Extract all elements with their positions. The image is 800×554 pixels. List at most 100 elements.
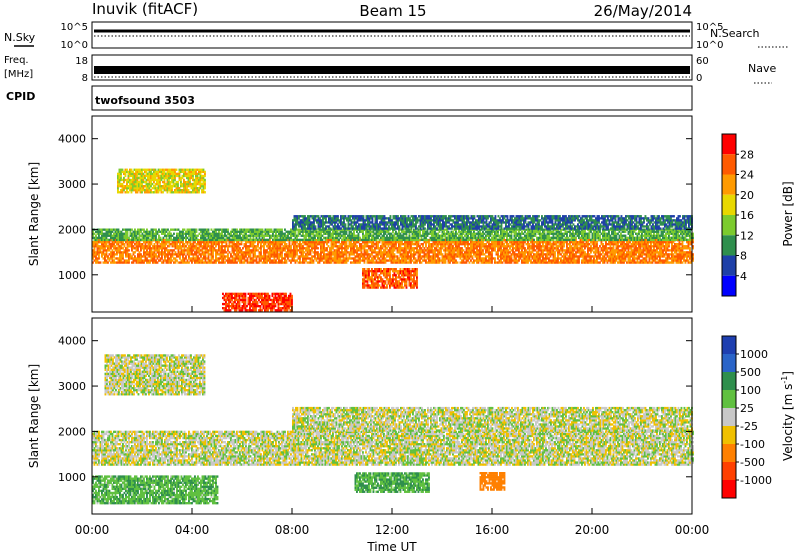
power-cell-b1 [236,228,238,231]
power-cell-b1 [281,228,283,231]
power-cell-b0 [650,247,652,250]
power-cell-b0 [192,249,195,252]
power-cell-b0 [248,261,250,264]
power-cell-b0 [236,241,238,244]
power-cell-b0 [101,243,103,246]
power-cell-b0 [96,243,99,246]
power-cell-b0 [336,257,339,260]
power-cell-b0 [500,251,502,254]
power-cell-b0 [221,257,223,260]
power-cell-b0 [428,255,430,258]
power-cell-b0 [320,243,322,246]
power-cell-b0 [249,249,252,252]
power-cell-b0 [497,241,499,244]
power-cell-b0 [188,249,190,252]
power-cell-b0 [336,259,339,262]
power-cell-b0 [429,261,432,264]
power-cell-b0 [254,245,256,248]
power-cell-b0 [176,255,178,258]
power-cell-b0 [287,245,289,248]
power-cell-b0 [506,261,508,264]
power-cell-b0 [489,261,492,264]
power-cell-b0 [393,245,396,248]
power-cell-b0 [206,261,208,264]
power-cell-b0 [668,243,670,246]
power-cell-b0 [314,255,316,258]
power-cell-b0 [191,259,193,262]
power-cell-b0 [254,253,256,256]
power-cell-b0 [464,245,466,248]
power-cell-b0 [365,245,367,248]
power-cell-b0 [111,251,114,254]
power-cell-b0 [93,259,96,262]
power-cell-b0 [497,247,499,250]
power-cell-b0 [405,257,408,260]
power-cell-b1 [384,232,387,235]
power-cell-b0 [393,241,396,244]
power-cell-b0 [368,247,370,250]
power-cell-b0 [303,255,306,258]
power-cell-b0 [246,249,249,252]
power-cell-b0 [191,243,193,246]
power-cell-b0 [518,259,520,262]
power-cell-b0 [180,253,183,256]
power-cell-b0 [143,249,145,252]
power-cell-b0 [164,247,166,250]
power-cell-b0 [105,245,108,248]
power-cell-b0 [335,257,337,260]
power-cell-b0 [155,253,157,256]
power-cell-b0 [489,245,492,248]
power-cell-b0 [518,251,520,254]
power-cell-b0 [386,253,388,256]
power-cell-b0 [236,253,238,256]
power-cell-b0 [104,257,106,260]
power-cell-b0 [410,261,412,264]
power-cell-b0 [279,249,282,252]
power-cell-b0 [99,261,102,264]
power-cell-b0 [369,249,372,252]
power-cell-b0 [504,261,507,264]
power-cell-b0 [164,249,166,252]
power-cell-b0 [293,255,295,258]
power-cell-b0 [333,241,336,244]
power-cell-b0 [428,253,430,256]
power-cell-b0 [437,245,439,248]
power-cell-b0 [428,245,430,248]
power-cell-b0 [270,249,273,252]
power-cell-b0 [441,243,444,246]
power-cell-b1 [194,232,196,235]
power-cell-b0 [498,249,501,252]
power-cell-b0 [237,253,240,256]
power-cell-b0 [269,259,271,262]
power-cell-b0 [326,243,328,246]
power-cell-b0 [201,249,204,252]
power-cell-b0 [548,261,550,264]
power-cell-b0 [545,261,547,264]
power-cell-b0 [455,243,457,246]
power-cell-b0 [554,241,556,244]
power-cell-b0 [279,241,282,244]
power-cell-b0 [317,261,319,264]
power-cell-b0 [540,259,543,262]
power-cell-b1 [339,232,342,235]
power-cell-b0 [521,259,523,262]
power-cell-b0 [479,249,481,252]
power-cell-b0 [120,251,123,254]
power-cell-b0 [284,261,286,264]
power-cell-b0 [458,249,460,252]
power-cell-b0 [380,245,382,248]
power-cell-b0 [242,253,244,256]
power-cell-b0 [120,241,123,244]
power-cell-b1 [270,228,273,231]
power-cell-b0 [500,259,502,262]
power-cell-b0 [96,245,99,248]
power-cell-b0 [275,255,277,258]
power-cell-b0 [444,241,447,244]
power-cell-b0 [285,259,288,262]
power-cell-b0 [288,249,291,252]
power-cell-b0 [125,247,127,250]
power-cell-b0 [381,253,384,256]
power-cell-b0 [528,245,531,248]
power-cell-b0 [296,245,298,248]
power-cell-b0 [359,249,361,252]
